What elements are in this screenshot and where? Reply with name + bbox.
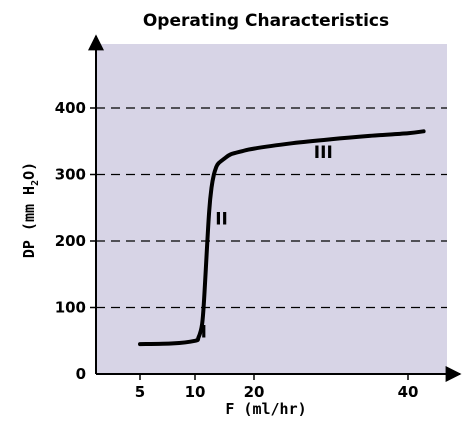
y-axis-label-end: O) <box>20 162 38 180</box>
y-tick-label: 400 <box>55 99 86 117</box>
region-label-I: I <box>201 322 207 342</box>
y-tick-label: 200 <box>55 232 86 250</box>
grid-lines <box>96 107 447 309</box>
plot-background <box>96 44 447 374</box>
x-tick-label: 10 <box>185 383 206 401</box>
y-tick-label: 100 <box>55 299 86 317</box>
region-label-II: II <box>215 209 228 229</box>
series-line <box>138 129 426 347</box>
x-tick-label: 20 <box>244 383 265 401</box>
y-tick-label: 0 <box>76 365 86 383</box>
y-axis-label-main: DP (mm H <box>20 186 38 258</box>
x-tick-labels: 5 10 20 40 <box>135 374 419 401</box>
x-tick-label: 40 <box>398 383 419 401</box>
y-tick-labels: 0 100 200 300 400 <box>55 99 96 383</box>
x-tick-label: 5 <box>135 383 145 401</box>
region-label-III: III <box>314 143 333 163</box>
y-axis-label: DP (mm H2O) <box>20 162 41 258</box>
y-axis-label-subscript: 2 <box>30 180 41 186</box>
chart-title: Operating Characteristics <box>143 11 389 31</box>
x-axis-label: F (ml/hr) <box>225 400 306 418</box>
y-tick-label: 300 <box>55 166 86 184</box>
